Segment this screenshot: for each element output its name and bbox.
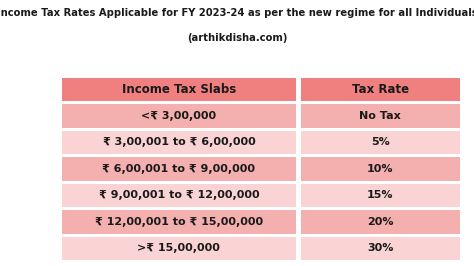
Bar bbox=[301, 237, 460, 260]
Text: Income Tax Rates Applicable for FY 2023-24 as per the new regime for all Individ: Income Tax Rates Applicable for FY 2023-… bbox=[0, 8, 474, 18]
Bar bbox=[62, 131, 296, 154]
Text: 10%: 10% bbox=[367, 164, 393, 174]
Bar bbox=[62, 184, 296, 207]
Text: 20%: 20% bbox=[367, 217, 393, 227]
Bar bbox=[301, 210, 460, 234]
Bar bbox=[62, 210, 296, 234]
Text: Income Tax Slabs: Income Tax Slabs bbox=[122, 83, 236, 96]
Text: <₹ 3,00,000: <₹ 3,00,000 bbox=[141, 111, 217, 121]
Bar bbox=[62, 237, 296, 260]
Text: >₹ 15,00,000: >₹ 15,00,000 bbox=[137, 243, 220, 253]
Bar bbox=[301, 184, 460, 207]
Bar bbox=[301, 157, 460, 181]
Bar bbox=[301, 78, 460, 101]
Text: ₹ 12,00,001 to ₹ 15,00,000: ₹ 12,00,001 to ₹ 15,00,000 bbox=[95, 217, 263, 227]
Text: (arthikdisha.com): (arthikdisha.com) bbox=[187, 33, 287, 43]
Bar bbox=[62, 78, 296, 101]
Bar bbox=[62, 157, 296, 181]
Text: 30%: 30% bbox=[367, 243, 393, 253]
Bar bbox=[301, 131, 460, 154]
Text: ₹ 3,00,001 to ₹ 6,00,000: ₹ 3,00,001 to ₹ 6,00,000 bbox=[102, 138, 255, 147]
Text: ₹ 6,00,001 to ₹ 9,00,000: ₹ 6,00,001 to ₹ 9,00,000 bbox=[102, 164, 255, 174]
Text: 5%: 5% bbox=[371, 138, 390, 147]
Text: ₹ 9,00,001 to ₹ 12,00,000: ₹ 9,00,001 to ₹ 12,00,000 bbox=[99, 190, 259, 200]
Text: No Tax: No Tax bbox=[359, 111, 401, 121]
Text: 15%: 15% bbox=[367, 190, 393, 200]
Bar bbox=[62, 104, 296, 127]
Text: Tax Rate: Tax Rate bbox=[352, 83, 409, 96]
Bar bbox=[301, 104, 460, 127]
